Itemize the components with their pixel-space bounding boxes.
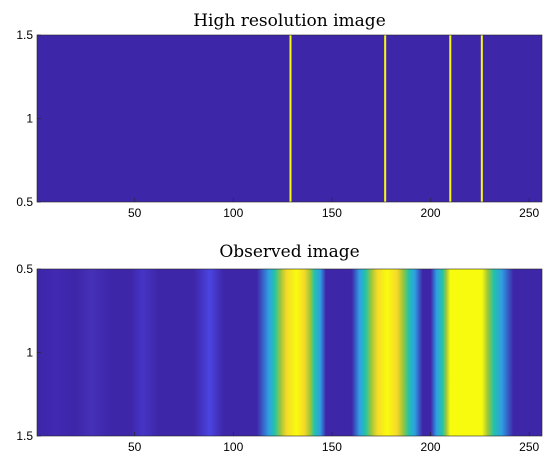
high-resolution-panel: High resolution image 50 100 150 200 250 0.5…: [16, 11, 543, 220]
x-tick-label: 50: [128, 206, 142, 220]
panel-title: High resolution image: [193, 11, 386, 31]
heatmap-image: [37, 269, 542, 436]
x-tick-label: 200: [421, 206, 441, 220]
observed-panel: Observed image 50 100 150 200 250 0.5 1 1.5: [16, 242, 543, 454]
y-tick-label: 1: [26, 346, 33, 360]
y-tick-label: 1.5: [16, 28, 33, 42]
y-tick-label: 1.5: [16, 429, 33, 443]
x-tick-label: 250: [519, 206, 539, 220]
panel-title: Observed image: [219, 242, 359, 262]
x-tick-label: 150: [322, 440, 342, 454]
x-tick-label: 50: [128, 440, 142, 454]
x-tick-label: 150: [322, 206, 342, 220]
x-tick-label: 250: [519, 440, 539, 454]
y-tick-label: 0.5: [16, 195, 33, 209]
x-tick-label: 100: [223, 206, 243, 220]
x-tick-label: 200: [421, 440, 441, 454]
x-tick-label: 100: [223, 440, 243, 454]
y-tick-label: 1: [26, 112, 33, 126]
y-tick-label: 0.5: [16, 262, 33, 276]
